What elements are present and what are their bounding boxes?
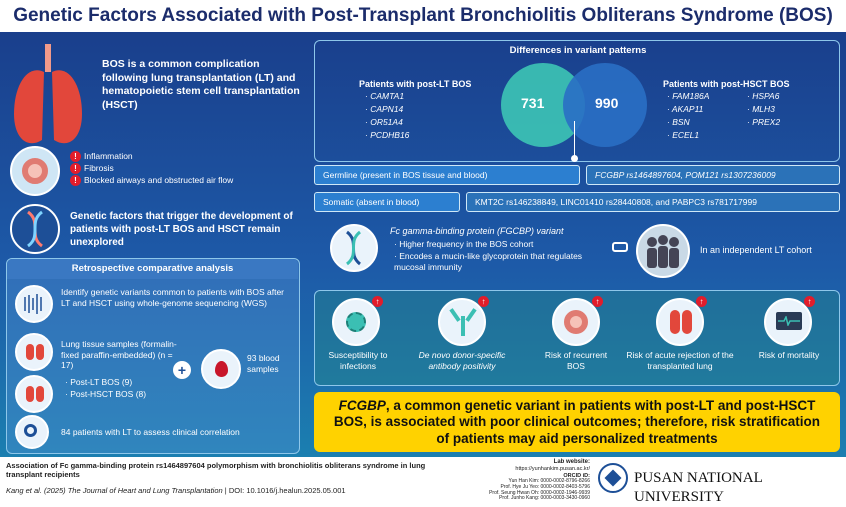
overlap-pointer — [574, 121, 575, 157]
orcid-title: ORCID iD: — [563, 473, 590, 479]
article-title: Association of Fc gamma-binding protein … — [6, 461, 426, 480]
lt-gene-1: · CAMTA1 — [365, 91, 405, 101]
footer: Association of Fc gamma-binding protein … — [0, 457, 846, 505]
citation: Kang et al. (2025) The Journal of Heart … — [6, 486, 346, 495]
lab-title: Lab website: — [553, 459, 590, 465]
page-title: Genetic Factors Associated with Post-Tra… — [0, 0, 846, 32]
germline-value: FCGBP rs1464897604, POM121 rs1307236009 — [586, 165, 840, 185]
analysis-title: Retrospective comparative analysis — [7, 259, 298, 279]
lt-gene-2: · CAPN14 — [365, 104, 404, 114]
dna-icon — [10, 204, 60, 254]
link-icon — [612, 242, 628, 252]
conclusion-gene: FCGBP — [338, 398, 386, 413]
alert-icon: ! — [70, 175, 81, 186]
outcome-acute-rejection: Risk of acute rejection of the transplan… — [626, 350, 734, 371]
variants-panel: Differences in variant patterns Patients… — [314, 40, 840, 162]
blood-drop-icon — [201, 349, 241, 389]
germline-label: Germline (present in BOS tissue and bloo… — [314, 165, 580, 185]
analysis-panel: Retrospective comparative analysis Ident… — [6, 258, 300, 454]
fcgbp-point-1: · Higher frequency in the BOS cohort — [394, 239, 534, 249]
lungs-icon — [15, 375, 53, 413]
airway-icon — [552, 298, 600, 346]
infographic-body: BOS is a common complication following l… — [0, 32, 846, 457]
lab-url[interactable]: https://yunhankim.pusan.ac.kr/ — [515, 466, 590, 472]
antibody-icon — [438, 298, 486, 346]
outcome-infections: Susceptibility to infections — [328, 350, 388, 371]
somatic-value: KMT2C rs146238849, LINC01410 rs28440808,… — [466, 192, 840, 212]
intro-text: BOS is a common complication following l… — [102, 58, 300, 111]
university-logo — [598, 463, 628, 493]
symptom-fibrosis: Fibrosis — [84, 163, 114, 173]
lungs-icon — [14, 44, 82, 144]
lungs-icon — [15, 333, 53, 371]
hsct-gene-6: · MLH3 — [747, 104, 775, 114]
hsct-gene-3: · BSN — [667, 117, 690, 127]
monitor-icon — [764, 298, 812, 346]
magnifier-icon — [15, 415, 49, 449]
overlap-dot — [571, 155, 578, 162]
lungs-icon — [656, 298, 704, 346]
lung-samples-text: Lung tissue samples (formalin-fixed para… — [61, 339, 177, 371]
lt-gene-4: · PCDHB16 — [365, 130, 410, 140]
hsct-gene-2: · AKAP11 — [667, 104, 704, 114]
lt-gene-3: · OR51A4 — [365, 117, 403, 127]
airway-icon — [10, 146, 60, 196]
sequencing-icon — [15, 285, 53, 323]
orcid-list: Yun Han Kim: 0000-0002-8796-8266 Prof. Hy… — [489, 478, 590, 502]
lt-count: 731 — [521, 95, 545, 111]
hsct-gene-5: · HSPA6 — [747, 91, 780, 101]
outcome-recurrent-bos: Risk of recurrent BOS — [544, 350, 608, 371]
cohort-text: In an independent LT cohort — [700, 245, 812, 255]
conclusion-box: FCGBP, a common genetic variant in patie… — [314, 392, 840, 452]
hsct-heading: Patients with post-HSCT BOS — [663, 79, 790, 89]
hsct-gene-4: · ECEL1 — [667, 130, 700, 140]
post-hsct-count: · Post-HSCT BOS (8) — [65, 389, 147, 399]
post-lt-label: Post-LT BOS (9) — [70, 377, 133, 387]
hsct-count: 990 — [595, 95, 619, 111]
symptom-inflammation: Inflammation — [84, 151, 133, 161]
post-lt-count: · Post-LT BOS (9) — [65, 377, 133, 387]
alert-icon: ! — [70, 163, 81, 174]
fcgbp-heading: Fc gamma-binding protein (FGCBP) variant — [390, 226, 564, 236]
outcome-antibody: De novo donor-specific antibody positivi… — [418, 350, 506, 371]
university-name: PUSAN NATIONAL UNIVERSITY — [634, 470, 763, 505]
increase-icon: ↑ — [372, 296, 383, 307]
dna-icon — [330, 224, 378, 272]
alert-icon: ! — [70, 151, 81, 162]
post-hsct-label: Post-HSCT BOS (8) — [70, 389, 147, 399]
venn-hsct-circle — [563, 63, 647, 147]
hsct-gene-1: · FAM186A — [667, 91, 710, 101]
patients-text: 84 patients with LT to assess clinical c… — [61, 427, 240, 437]
increase-icon: ↑ — [478, 296, 489, 307]
cohort-people-icon — [636, 224, 690, 278]
conclusion-text: , a common genetic variant in patients w… — [333, 398, 821, 446]
lt-heading: Patients with post-LT BOS — [359, 79, 472, 89]
bacteria-icon — [332, 298, 380, 346]
increase-icon: ↑ — [592, 296, 603, 307]
plus-icon: + — [173, 361, 191, 379]
hsct-gene-7: · PREX2 — [747, 117, 781, 127]
increase-icon: ↑ — [804, 296, 815, 307]
outcome-mortality: Risk of mortality — [758, 350, 820, 360]
genetic-factors-text: Genetic factors that trigger the develop… — [70, 211, 293, 248]
fcgbp-point-2: · Encodes a mucin-like glycoprotein that… — [394, 251, 583, 272]
variants-title: Differences in variant patterns — [509, 45, 647, 56]
blood-samples: 93 blood samples — [247, 353, 280, 374]
analysis-step1: Identify genetic variants common to pati… — [61, 287, 284, 308]
increase-icon: ↑ — [696, 296, 707, 307]
somatic-label: Somatic (absent in blood) — [314, 192, 460, 212]
symptom-blocked-airways: Blocked airways and obstructed air flow — [84, 175, 234, 185]
